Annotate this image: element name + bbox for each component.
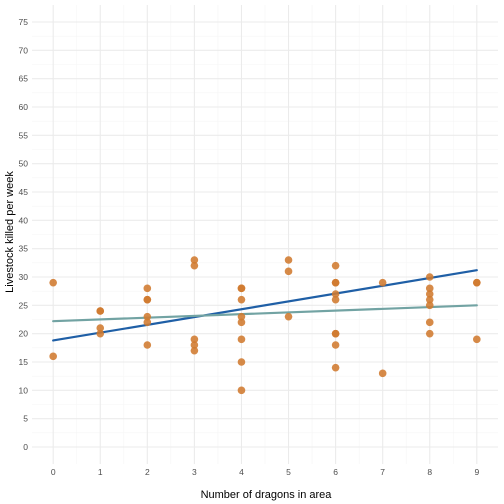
data-point bbox=[237, 358, 246, 366]
data-point bbox=[237, 295, 246, 304]
data-point bbox=[143, 318, 152, 327]
x-tick-label: 0 bbox=[51, 467, 56, 477]
data-point bbox=[284, 312, 293, 321]
y-tick-label: 45 bbox=[19, 187, 29, 197]
data-point bbox=[143, 284, 152, 293]
y-tick-label: 75 bbox=[19, 17, 29, 27]
y-tick-label: 10 bbox=[19, 385, 29, 395]
data-point bbox=[190, 346, 199, 355]
x-tick-label: 8 bbox=[427, 467, 432, 477]
y-tick-label: 40 bbox=[19, 215, 29, 225]
data-point bbox=[473, 278, 481, 287]
y-tick-label: 60 bbox=[19, 102, 29, 112]
y-tick-label: 15 bbox=[19, 357, 29, 367]
data-point bbox=[190, 341, 199, 349]
data-point bbox=[425, 329, 434, 338]
x-tick-label: 4 bbox=[239, 467, 244, 477]
data-point bbox=[473, 335, 481, 344]
data-point bbox=[331, 290, 340, 298]
y-tick-label: 70 bbox=[19, 45, 29, 55]
fit-lines bbox=[52, 269, 478, 342]
data-point bbox=[49, 278, 57, 287]
data-point bbox=[331, 295, 340, 304]
data-point bbox=[425, 301, 434, 310]
grid-minor bbox=[32, 5, 498, 464]
data-point bbox=[425, 318, 434, 327]
y-axis-ticks: 0 5 10 15 20 25 30 35 40 45 50 55 60 65 70 75 bbox=[19, 17, 29, 452]
trend-line bbox=[52, 304, 478, 323]
data-point bbox=[331, 261, 340, 270]
data-point bbox=[331, 278, 340, 287]
y-tick-label: 25 bbox=[19, 300, 29, 310]
x-tick-label: 1 bbox=[98, 467, 103, 477]
data-point bbox=[331, 363, 340, 372]
data-point bbox=[425, 284, 434, 293]
y-tick-label: 20 bbox=[19, 329, 29, 339]
y-tick-label: 65 bbox=[19, 74, 29, 84]
data-point bbox=[378, 278, 387, 287]
x-tick-label: 9 bbox=[474, 467, 479, 477]
x-tick-label: 6 bbox=[333, 467, 338, 477]
x-tick-label: 5 bbox=[286, 467, 291, 477]
data-point bbox=[96, 324, 105, 332]
data-point bbox=[49, 352, 57, 361]
data-point bbox=[143, 312, 152, 321]
data-point bbox=[237, 284, 246, 293]
data-points bbox=[49, 256, 481, 395]
x-tick-label: 7 bbox=[380, 467, 385, 477]
y-tick-label: 35 bbox=[19, 244, 29, 254]
x-axis-ticks: 0 1 2 3 4 5 6 7 8 9 bbox=[51, 467, 480, 477]
trend-line bbox=[52, 269, 478, 342]
data-point bbox=[237, 335, 246, 344]
x-tick-label: 3 bbox=[192, 467, 197, 477]
y-tick-label: 0 bbox=[23, 442, 28, 452]
data-point bbox=[284, 256, 293, 264]
y-tick-label: 50 bbox=[19, 159, 29, 169]
data-point bbox=[190, 256, 199, 264]
data-point bbox=[96, 329, 105, 338]
data-point bbox=[378, 369, 387, 378]
data-point bbox=[331, 329, 340, 338]
x-axis-title: Number of dragons in area bbox=[201, 489, 333, 501]
data-point bbox=[284, 267, 293, 276]
data-point bbox=[190, 261, 199, 270]
data-point bbox=[237, 312, 246, 321]
data-point bbox=[425, 290, 434, 298]
data-point bbox=[190, 335, 199, 344]
y-tick-label: 30 bbox=[19, 272, 29, 282]
x-tick-label: 2 bbox=[145, 467, 150, 477]
data-point bbox=[143, 295, 152, 304]
y-tick-label: 55 bbox=[19, 130, 29, 140]
y-axis-title: Livestock killed per week bbox=[4, 171, 16, 293]
data-point bbox=[425, 295, 434, 304]
data-point bbox=[237, 386, 246, 395]
data-point bbox=[425, 273, 434, 281]
y-tick-label: 5 bbox=[23, 414, 28, 424]
data-point bbox=[143, 341, 152, 349]
data-point bbox=[237, 318, 246, 327]
data-point bbox=[331, 341, 340, 349]
data-point bbox=[96, 307, 105, 315]
